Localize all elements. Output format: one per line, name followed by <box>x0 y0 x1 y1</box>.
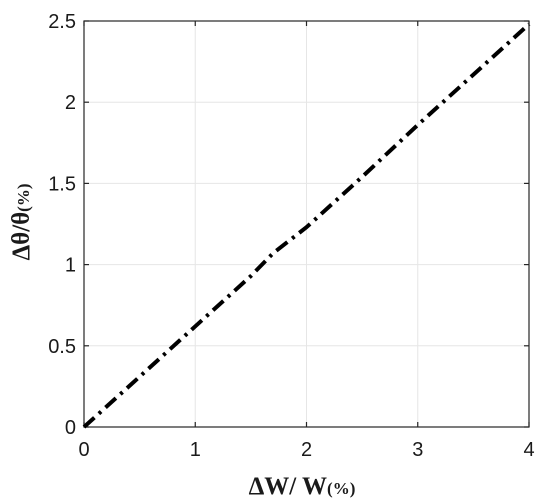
grid <box>84 21 529 427</box>
tick-labels: 0 1 2 3 4 0 0.5 1 1.5 2 2.5 <box>48 11 534 461</box>
y-tick-label: 1 <box>65 255 76 277</box>
x-tick-label: 1 <box>190 439 201 461</box>
y-axis-label-unit: (%) <box>14 183 33 211</box>
y-tick-label: 2 <box>65 92 76 114</box>
x-axis-label-unit: (%) <box>327 479 355 498</box>
y-tick-label: 2.5 <box>48 11 76 33</box>
axes <box>83 20 530 428</box>
x-axis-label: ΔW/ W(%) <box>249 473 356 500</box>
y-tick-label: 1.5 <box>48 173 76 195</box>
y-axis-label-main: Δθ/θ <box>8 212 35 261</box>
x-tick-label: 4 <box>523 439 534 461</box>
x-axis-label-main: ΔW/ W <box>249 473 327 500</box>
x-tick-label: 3 <box>412 439 423 461</box>
y-tick-label: 0 <box>65 417 76 439</box>
x-tick-label: 2 <box>301 439 312 461</box>
y-tick-label: 0.5 <box>48 336 76 358</box>
y-axis-label: Δθ/θ(%) <box>8 183 35 260</box>
x-tick-label: 0 <box>78 439 89 461</box>
